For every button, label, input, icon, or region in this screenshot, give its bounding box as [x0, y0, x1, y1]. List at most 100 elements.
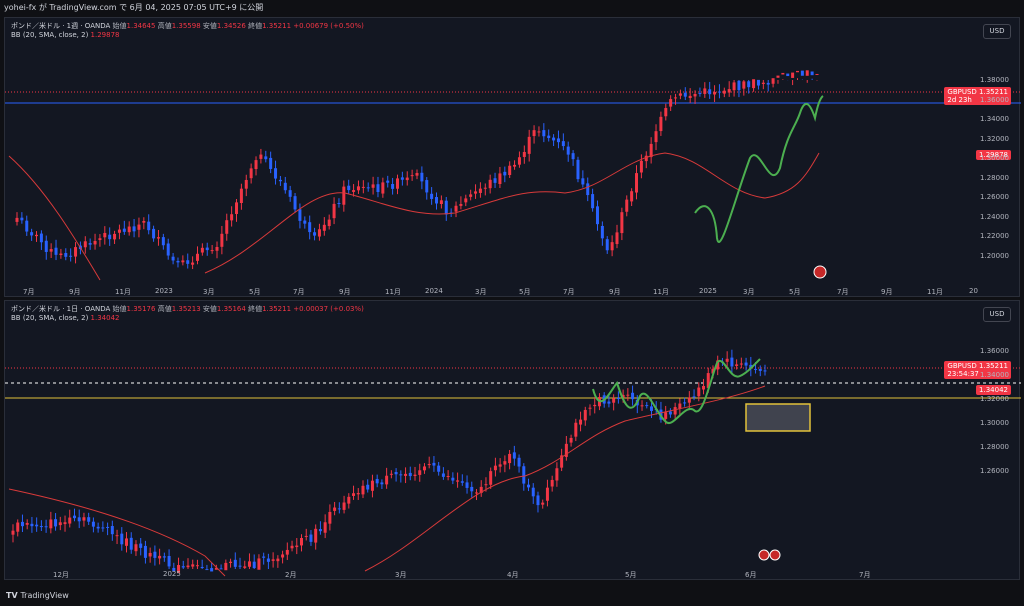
candle-body [739, 363, 743, 365]
candle-body [283, 182, 287, 191]
candle-body [380, 482, 384, 485]
candle-body [576, 159, 580, 180]
candle-body [683, 402, 687, 404]
candle-body [615, 232, 619, 245]
candle-body [593, 404, 597, 407]
candle-body [385, 475, 389, 485]
candle-body [435, 197, 439, 204]
candle-body [342, 502, 346, 510]
weekly-symbol-tag: GBPUSD 1.35211 2d 23h [944, 87, 1011, 105]
candle-body [742, 81, 746, 89]
price-tick-label: 1.20000 [980, 251, 1009, 260]
candle-body [295, 545, 299, 548]
candle-body [498, 464, 502, 467]
candle-body [444, 200, 448, 215]
time-tick-label: 9月 [339, 288, 351, 296]
candle-body [342, 186, 346, 205]
candle-body [508, 453, 512, 464]
candle-body [405, 177, 409, 181]
price-tick-label: 1.30000 [980, 154, 1009, 162]
bollinger-band-middle [204, 152, 820, 274]
candle-body [673, 407, 677, 415]
candle-body [781, 72, 785, 75]
candle-body [649, 143, 653, 158]
candle-body [252, 561, 256, 569]
candle-body [309, 534, 313, 542]
candle-body [230, 214, 234, 221]
candle-body [776, 75, 780, 78]
candle-body [574, 422, 578, 437]
candle-body [552, 137, 556, 141]
candle-body [288, 190, 292, 197]
candle-body [395, 178, 399, 189]
candle-body [400, 177, 404, 180]
candle-body [725, 358, 729, 362]
candle-body [195, 565, 199, 567]
candle-body [722, 90, 726, 94]
currency-button[interactable]: USD [983, 307, 1011, 322]
candle-body [39, 526, 43, 528]
candle-body [386, 180, 390, 183]
candle-body [167, 555, 171, 567]
candle-body [474, 191, 478, 194]
candle-body [706, 373, 710, 388]
candle-body [451, 477, 455, 481]
currency-button[interactable]: USD [983, 24, 1011, 39]
candle-body [298, 209, 302, 221]
candle-body [186, 260, 190, 264]
candle-body [110, 526, 114, 535]
candle-body [479, 486, 483, 494]
time-tick-label: 9月 [609, 288, 621, 296]
candle-body [536, 495, 540, 506]
candle-body [716, 360, 720, 370]
candle-body [766, 82, 770, 85]
time-tick-label: 9月 [881, 288, 893, 296]
candle-body [274, 168, 278, 179]
candle-body [541, 502, 545, 505]
candle-body [410, 175, 414, 177]
price-tick-label: 1.22000 [980, 232, 1009, 240]
candle-body [503, 461, 507, 465]
candle-body [224, 562, 228, 571]
candle-body [460, 481, 464, 483]
candle-body [376, 184, 380, 193]
candle-body [152, 228, 156, 239]
candle-body [235, 202, 239, 214]
candle-body [91, 521, 95, 527]
weekly-chart-pane[interactable]: ポンド／米ドル · 1週 · OANDA 始値1.34645 高値1.35598… [4, 17, 1021, 297]
candle-body [101, 527, 105, 529]
candle-body [20, 521, 24, 527]
candle-body [595, 206, 599, 225]
candle-body [708, 89, 712, 95]
price-tick-label: 1.34000 [980, 371, 1009, 379]
candle-body [82, 517, 86, 521]
daily-candles-svg [5, 349, 1021, 577]
candle-body [649, 406, 653, 411]
candle-body [366, 484, 370, 490]
candle-body [810, 71, 814, 76]
candle-body [308, 222, 312, 233]
daily-chart-pane[interactable]: ポンド／米ドル · 1日 · OANDA 始値1.35176 高値1.35213… [4, 300, 1021, 580]
candle-body [503, 171, 507, 176]
candle-body [668, 411, 672, 415]
candle-body [620, 212, 624, 234]
weekly-bb-legend: BB (20, SMA, close, 2) 1.29878 [11, 31, 120, 39]
price-tick-label: 1.34000 [980, 115, 1009, 123]
candle-body [489, 471, 493, 485]
time-tick-label: 3月 [475, 288, 487, 296]
candle-body [35, 524, 39, 527]
candle-body [361, 186, 365, 188]
candle-body [39, 233, 43, 243]
candle-body [427, 464, 431, 466]
candle-body [744, 362, 748, 366]
candle-body [483, 187, 487, 189]
candle-body [635, 173, 639, 193]
candle-body [247, 561, 251, 567]
time-tick-label: 4月 [507, 571, 519, 579]
candle-body [674, 97, 678, 99]
candle-body [129, 537, 133, 550]
candle-body [35, 234, 39, 237]
candle-body [713, 91, 717, 95]
candle-body [394, 472, 398, 475]
candle-body [422, 466, 426, 471]
